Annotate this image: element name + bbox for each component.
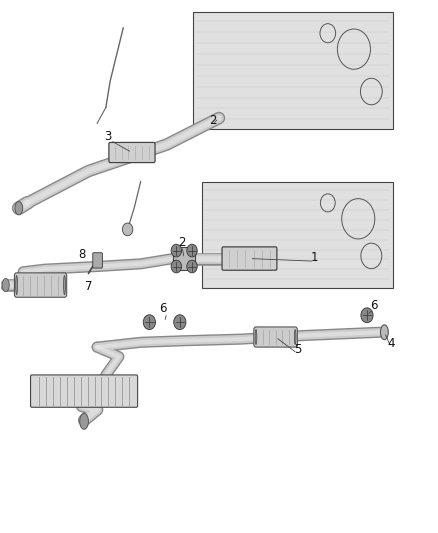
FancyBboxPatch shape — [254, 327, 297, 347]
Text: 6: 6 — [159, 302, 166, 316]
Ellipse shape — [16, 276, 18, 295]
FancyBboxPatch shape — [222, 247, 277, 270]
Ellipse shape — [64, 276, 65, 295]
Circle shape — [143, 315, 155, 329]
Circle shape — [187, 260, 197, 273]
Text: 6: 6 — [370, 298, 377, 312]
Bar — [173, 247, 195, 270]
FancyBboxPatch shape — [93, 253, 102, 268]
Text: 2: 2 — [209, 114, 216, 127]
Ellipse shape — [15, 201, 23, 215]
Circle shape — [171, 244, 182, 257]
Text: 8: 8 — [78, 248, 85, 261]
Ellipse shape — [255, 329, 257, 344]
Ellipse shape — [2, 278, 9, 292]
Circle shape — [171, 260, 182, 273]
Text: 5: 5 — [293, 343, 301, 356]
Circle shape — [174, 315, 186, 329]
FancyBboxPatch shape — [109, 142, 155, 163]
Bar — [193, 12, 393, 128]
FancyBboxPatch shape — [31, 375, 138, 407]
Text: 1: 1 — [311, 251, 318, 264]
Text: 7: 7 — [85, 280, 92, 293]
Ellipse shape — [80, 414, 88, 429]
Ellipse shape — [294, 329, 296, 344]
Circle shape — [361, 308, 373, 322]
Text: 2: 2 — [178, 236, 186, 249]
FancyBboxPatch shape — [14, 273, 67, 297]
Bar — [201, 182, 393, 288]
Text: 3: 3 — [104, 130, 112, 143]
Text: 4: 4 — [387, 337, 395, 350]
Ellipse shape — [381, 325, 389, 340]
Circle shape — [187, 244, 197, 257]
Circle shape — [122, 223, 133, 236]
